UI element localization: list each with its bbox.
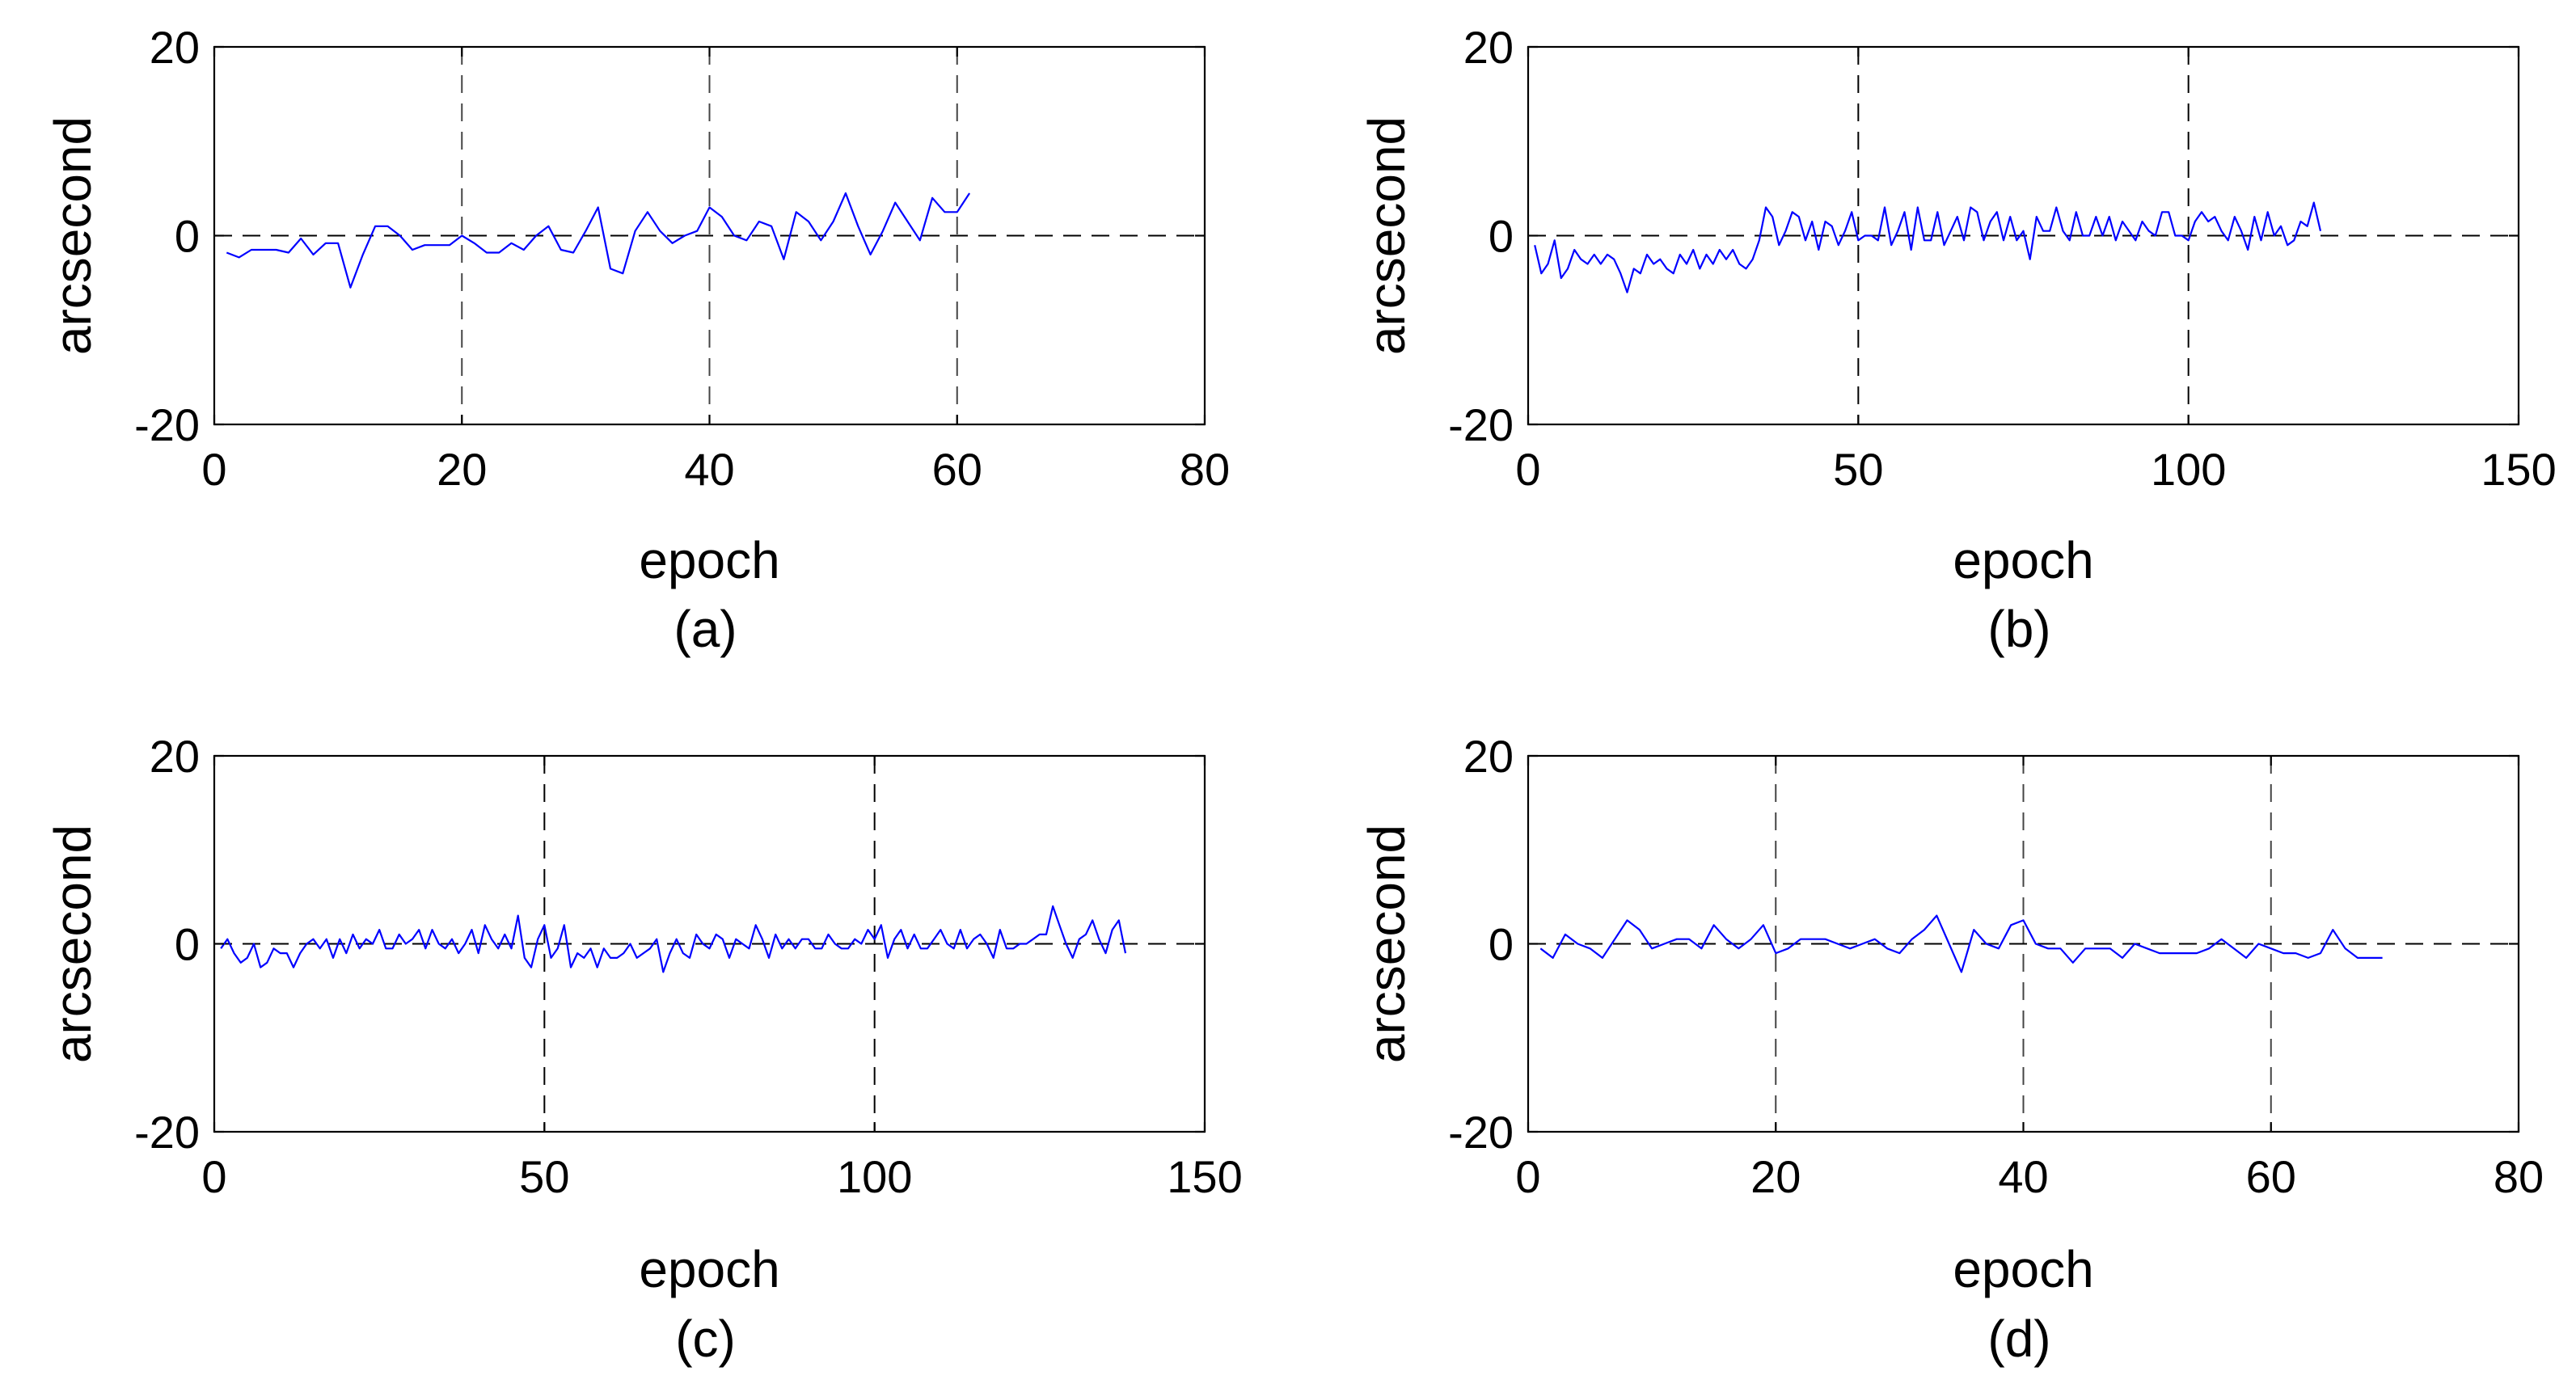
x-tick-label: 40 xyxy=(684,444,734,495)
x-tick-label: 100 xyxy=(2151,444,2226,495)
x-tick-label: 0 xyxy=(1515,1151,1540,1202)
x-axis-label: epoch xyxy=(1953,531,2093,589)
x-tick-label: 60 xyxy=(2246,1151,2296,1202)
x-tick-label: 100 xyxy=(837,1151,912,1202)
y-axis-label: arcsecond xyxy=(1358,825,1416,1063)
y-tick-label: 20 xyxy=(150,731,200,782)
y-tick-label: 20 xyxy=(1463,22,1514,73)
y-tick-label: 20 xyxy=(150,22,200,73)
series-line xyxy=(1534,201,2322,293)
subplot-caption: (b) xyxy=(1987,600,2050,658)
x-tick-label: 50 xyxy=(1833,444,1883,495)
y-tick-label: 0 xyxy=(175,919,200,970)
x-axis-label: epoch xyxy=(639,1240,779,1298)
y-tick-label: -20 xyxy=(134,1107,200,1158)
y-tick-label: -20 xyxy=(134,399,200,450)
x-tick-label: 150 xyxy=(1167,1151,1242,1202)
y-axis-label: arcsecond xyxy=(1358,116,1416,355)
series-line xyxy=(220,905,1127,973)
y-axis-label: arcsecond xyxy=(44,116,102,355)
y-tick-label: 0 xyxy=(1489,211,1514,262)
y-tick-label: 0 xyxy=(1489,919,1514,970)
x-tick-label: 80 xyxy=(2494,1151,2544,1202)
y-tick-label: 20 xyxy=(1463,731,1514,782)
y-tick-label: -20 xyxy=(1448,1107,1514,1158)
y-axis-label: arcsecond xyxy=(44,825,102,1063)
x-tick-label: 20 xyxy=(1750,1151,1801,1202)
subplot-caption: (d) xyxy=(1987,1310,2050,1368)
x-tick-label: 80 xyxy=(1180,444,1230,495)
x-tick-label: 50 xyxy=(519,1151,569,1202)
x-axis-label: epoch xyxy=(639,531,779,589)
subplot-caption: (a) xyxy=(674,600,737,658)
x-tick-label: 20 xyxy=(437,444,487,495)
y-tick-label: -20 xyxy=(1448,399,1514,450)
x-tick-label: 0 xyxy=(1515,444,1540,495)
series-line xyxy=(1539,914,2383,973)
x-tick-label: 40 xyxy=(1998,1151,2048,1202)
x-axis-label: epoch xyxy=(1953,1240,2093,1298)
x-tick-label: 60 xyxy=(932,444,982,495)
y-tick-label: 0 xyxy=(175,211,200,262)
x-tick-label: 0 xyxy=(201,444,226,495)
x-tick-label: 150 xyxy=(2481,444,2556,495)
subplot-caption: (c) xyxy=(675,1310,736,1368)
x-tick-label: 0 xyxy=(201,1151,226,1202)
series-line xyxy=(226,192,971,289)
